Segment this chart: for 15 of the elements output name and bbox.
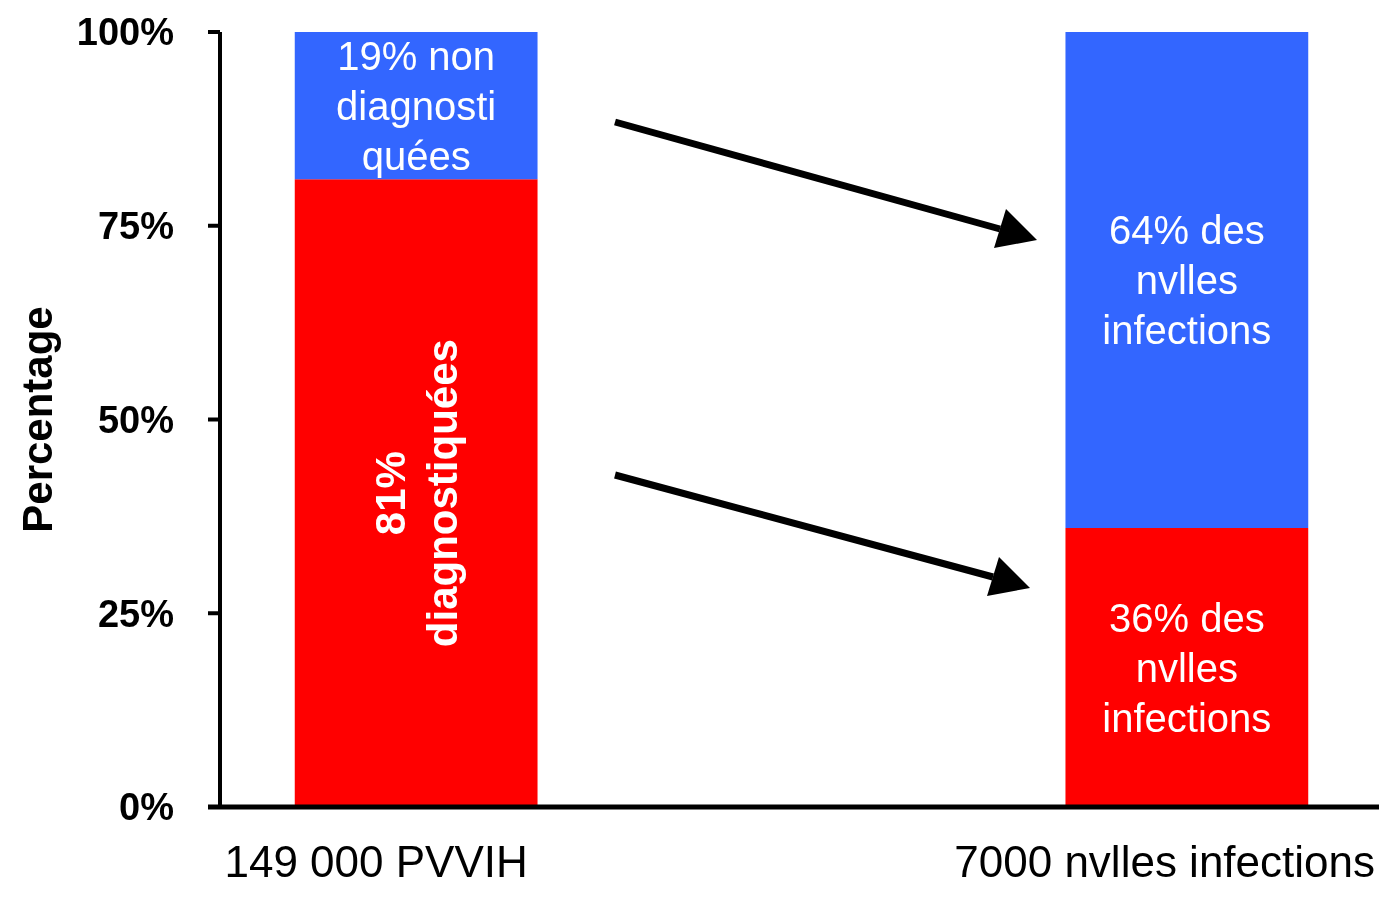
- bar: [1065, 32, 1309, 528]
- bar: [1065, 528, 1309, 807]
- data-label: 64% des nvlles infections: [1102, 208, 1272, 352]
- data-label: 19% non diagnosti quées: [336, 33, 497, 178]
- data-label: 36% des nvlles infections: [1102, 595, 1272, 740]
- y-tick-label: 75%: [97, 205, 174, 248]
- y-axis-title: Percentage: [14, 306, 61, 533]
- y-tick-label: 0%: [119, 786, 174, 829]
- data-label: 81% diagnostiquées: [366, 339, 467, 648]
- y-tick-label: 25%: [97, 592, 174, 635]
- x-tick-label: 149 000 PVVIH: [224, 837, 528, 886]
- y-tick-label: 50%: [97, 398, 174, 441]
- y-tick-label: 100%: [76, 11, 174, 54]
- bar: [294, 179, 538, 807]
- x-tick-label: 7000 nvlles infections: [954, 837, 1375, 886]
